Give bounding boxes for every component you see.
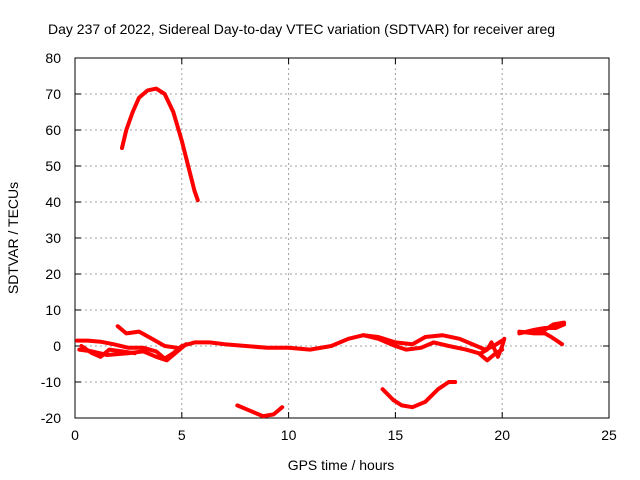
series-line-arc-high [120,86,200,203]
series-line-arc-low-c [115,324,180,350]
series-line-arc-low-e [361,333,505,363]
x-tick-label: 25 [601,427,617,443]
series-group [75,86,567,419]
y-tick-label: 40 [45,194,61,210]
chart-title: Day 237 of 2022, Sidereal Day-to-day VTE… [48,21,555,37]
grid [75,58,609,418]
y-tick-label: 80 [45,50,61,66]
x-tick-label: 20 [494,427,510,443]
series-line-arc-low-d [79,344,137,359]
y-tick-label: -20 [41,410,61,426]
x-tick-label: 15 [388,427,404,443]
series-line-arc-low-f [478,336,507,359]
y-tick-label: 70 [45,86,61,102]
series-line-arc-late-2 [517,329,564,347]
y-tick-label: -10 [41,374,61,390]
x-tick-label: 10 [281,427,297,443]
x-tick-label: 0 [71,427,79,443]
y-tick-label: 50 [45,158,61,174]
series-line-arc-neg-2 [380,380,458,410]
y-axis-label: SDTVAR / TECUs [5,182,21,294]
series-line-arc-neg-1 [235,403,285,419]
axis-ticks: 0 5 10 15 20 25 -20 -10 0 10 20 30 40 50 60 70 80 [41,50,617,443]
y-tick-label: 0 [53,338,61,354]
x-axis-label: GPS time / hours [288,457,395,473]
y-tick-label: 10 [45,302,61,318]
series-line-arc-low-b [77,342,189,363]
y-tick-label: 20 [45,266,61,282]
x-tick-label: 5 [178,427,186,443]
series-line-arc-late-3 [534,320,567,334]
y-tick-label: 30 [45,230,61,246]
series-line-arc-low-a [75,333,505,361]
y-tick-label: 60 [45,122,61,138]
